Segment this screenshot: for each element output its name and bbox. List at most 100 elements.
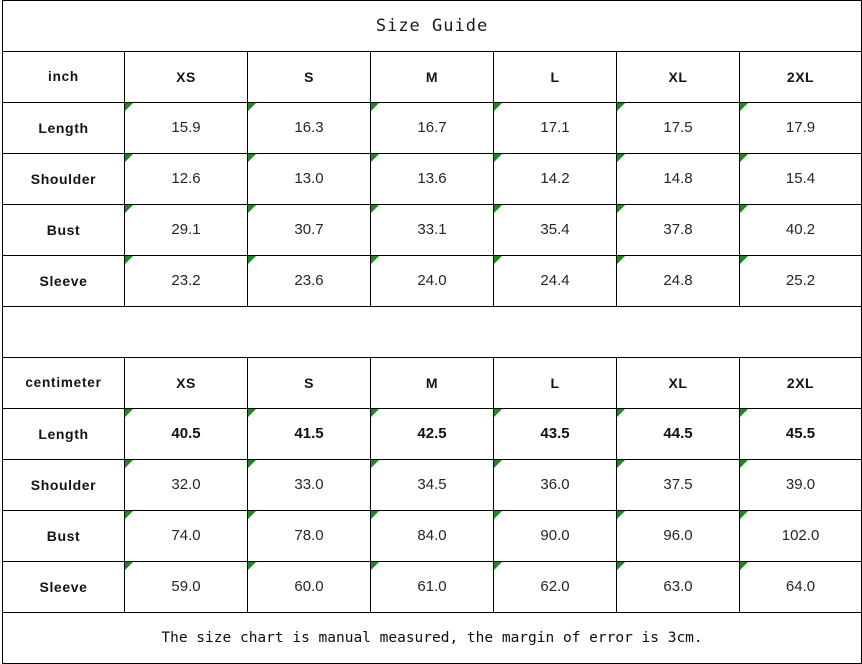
cm-shoulder-xl: 37.5: [616, 459, 740, 511]
inch-bust-2xl: 40.2: [738, 204, 862, 256]
cm-header-xl: XL: [616, 357, 740, 409]
inch-header-xl-label: XL: [668, 69, 688, 85]
cm-row-label-bust: Bust: [2, 510, 125, 562]
cm-header-2xl-label: 2XL: [786, 375, 815, 391]
cm-unit-header: centimeter: [2, 357, 125, 409]
inch-bust-m: 33.1: [370, 204, 494, 256]
table-row: Sleeve 59.0 60.0 61.0 62.0 63.0 64.0: [2, 561, 862, 613]
page-title: Size Guide: [1, 0, 862, 52]
inch-header-xl: XL: [616, 51, 740, 103]
inch-header-xs: XS: [124, 51, 248, 103]
inch-unit-label: inch: [48, 69, 79, 84]
cm-row-label-sleeve: Sleeve: [2, 561, 125, 613]
inch-shoulder-2xl: 15.4: [738, 153, 862, 205]
inch-row-label-bust: Bust: [2, 204, 125, 256]
inch-length-s: 16.3: [247, 102, 371, 154]
inch-shoulder-s: 13.0: [247, 153, 371, 205]
inch-header-l: L: [493, 51, 617, 103]
inch-bust-l: 35.4: [493, 204, 617, 256]
inch-row-label-length: Length: [2, 102, 125, 154]
inch-sleeve-2xl: 25.2: [738, 255, 862, 307]
title-row: Size Guide: [1, 0, 862, 52]
inch-header-2xl: 2XL: [738, 51, 862, 103]
inch-length-m: 16.7: [370, 102, 494, 154]
inch-bust-s: 30.7: [247, 204, 371, 256]
inch-sleeve-s: 23.6: [247, 255, 371, 307]
inch-sleeve-l: 24.4: [493, 255, 617, 307]
inch-header-row: inch XS S M L XL 2XL: [2, 51, 862, 103]
page-title-text: Size Guide: [375, 16, 489, 36]
cm-sleeve-l: 62.0: [493, 561, 617, 613]
cm-header-2xl: 2XL: [738, 357, 862, 409]
cm-bust-xl: 96.0: [616, 510, 740, 562]
inch-length-xs: 15.9: [124, 102, 248, 154]
inch-sleeve-xs: 23.2: [124, 255, 248, 307]
inch-unit-header: inch: [2, 51, 125, 103]
cm-length-s: 41.5: [247, 408, 371, 460]
inch-shoulder-l: 14.2: [493, 153, 617, 205]
table-spacer: [1, 306, 862, 358]
cm-sleeve-xs: 59.0: [124, 561, 248, 613]
cm-shoulder-m: 34.5: [370, 459, 494, 511]
cm-length-m: 42.5: [370, 408, 494, 460]
table-row: Bust 74.0 78.0 84.0 90.0 96.0 102.0: [2, 510, 862, 562]
cm-sleeve-m: 61.0: [370, 561, 494, 613]
table-spacer-row: [1, 306, 862, 358]
inch-row-label-sleeve: Sleeve: [2, 255, 125, 307]
table-row: Length 40.5 41.5 42.5 43.5 44.5 45.5: [2, 408, 862, 460]
inch-shoulder-m: 13.6: [370, 153, 494, 205]
inch-header-s-label: S: [304, 69, 314, 85]
cm-row-label-length: Length: [2, 408, 125, 460]
inch-header-l-label: L: [550, 69, 560, 85]
table-row: Length 15.9 16.3 16.7 17.1 17.5 17.9: [2, 102, 862, 154]
table-row: Shoulder 12.6 13.0 13.6 14.2 14.8 15.4: [2, 153, 862, 205]
inch-shoulder-xl: 14.8: [616, 153, 740, 205]
inch-header-xs-label: XS: [176, 69, 196, 85]
cm-header-s: S: [247, 357, 371, 409]
cm-bust-s: 78.0: [247, 510, 371, 562]
cm-bust-xs: 74.0: [124, 510, 248, 562]
inch-row-label-shoulder: Shoulder: [2, 153, 125, 205]
footer-note-text: The size chart is manual measured, the m…: [161, 630, 703, 646]
cm-length-xl: 44.5: [616, 408, 740, 460]
footer-note: The size chart is manual measured, the m…: [1, 612, 862, 664]
cm-bust-2xl: 102.0: [738, 510, 862, 562]
inch-header-s: S: [247, 51, 371, 103]
footer-row: The size chart is manual measured, the m…: [1, 612, 862, 664]
cm-header-xl-label: XL: [668, 375, 688, 391]
inch-sleeve-m: 24.0: [370, 255, 494, 307]
inch-header-m-label: M: [425, 69, 439, 85]
cm-length-2xl: 45.5: [738, 408, 862, 460]
inch-length-xl: 17.5: [616, 102, 740, 154]
cm-sleeve-xl: 63.0: [616, 561, 740, 613]
inch-length-l: 17.1: [493, 102, 617, 154]
cm-sleeve-s: 60.0: [247, 561, 371, 613]
cm-unit-label: centimeter: [25, 375, 102, 390]
cm-shoulder-l: 36.0: [493, 459, 617, 511]
cm-sleeve-2xl: 64.0: [738, 561, 862, 613]
cm-header-l: L: [493, 357, 617, 409]
cm-length-l: 43.5: [493, 408, 617, 460]
table-row: Sleeve 23.2 23.6 24.0 24.4 24.8 25.2: [2, 255, 862, 307]
cm-bust-m: 84.0: [370, 510, 494, 562]
cm-header-s-label: S: [304, 375, 314, 391]
cm-header-xs-label: XS: [176, 375, 196, 391]
cm-header-m-label: M: [425, 375, 439, 391]
cm-header-xs: XS: [124, 357, 248, 409]
inch-sleeve-xl: 24.8: [616, 255, 740, 307]
cm-length-xs: 40.5: [124, 408, 248, 460]
inch-bust-xs: 29.1: [124, 204, 248, 256]
cm-shoulder-2xl: 39.0: [738, 459, 862, 511]
cm-header-row: centimeter XS S M L XL 2XL: [2, 357, 862, 409]
inch-length-2xl: 17.9: [738, 102, 862, 154]
inch-bust-xl: 37.8: [616, 204, 740, 256]
table-row: Shoulder 32.0 33.0 34.5 36.0 37.5 39.0: [2, 459, 862, 511]
inch-header-m: M: [370, 51, 494, 103]
cm-header-m: M: [370, 357, 494, 409]
cm-shoulder-s: 33.0: [247, 459, 371, 511]
cm-header-l-label: L: [550, 375, 560, 391]
cm-row-label-shoulder: Shoulder: [2, 459, 125, 511]
